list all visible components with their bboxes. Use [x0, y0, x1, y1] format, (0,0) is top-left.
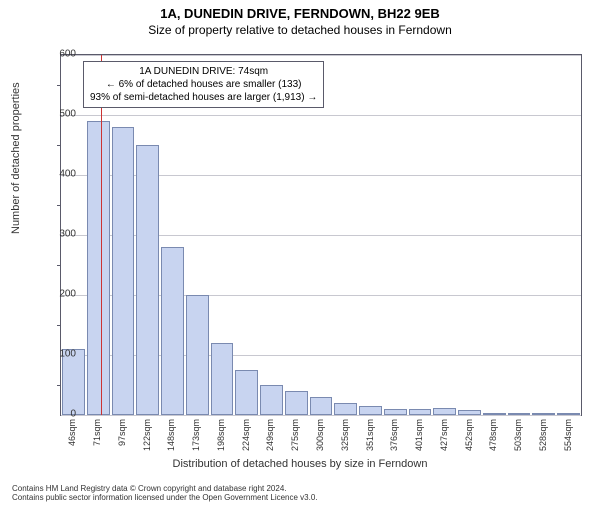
bar [260, 385, 283, 415]
annotation-box: 1A DUNEDIN DRIVE: 74sqm ← 6% of detached… [83, 61, 324, 108]
y-tick-label: 300 [46, 229, 76, 240]
x-tick-label: 325sqm [340, 419, 350, 451]
chart-title: 1A, DUNEDIN DRIVE, FERNDOWN, BH22 9EB [0, 6, 600, 21]
x-tick-label: 528sqm [538, 419, 548, 451]
bar [384, 409, 407, 415]
y-minor-tick [57, 385, 61, 386]
x-tick-label: 478sqm [488, 419, 498, 451]
bar [483, 413, 506, 415]
x-tick-label: 224sqm [241, 419, 251, 451]
x-tick-label: 173sqm [191, 419, 201, 451]
y-minor-tick [57, 85, 61, 86]
bar [433, 408, 456, 415]
bar [112, 127, 135, 415]
chart-container: 1A, DUNEDIN DRIVE, FERNDOWN, BH22 9EB Si… [0, 6, 600, 506]
y-tick-label: 400 [46, 169, 76, 180]
bar [136, 145, 159, 415]
plot-area: 1A DUNEDIN DRIVE: 74sqm ← 6% of detached… [60, 54, 582, 416]
bar [532, 413, 555, 415]
x-tick-label: 401sqm [414, 419, 424, 451]
x-tick-label: 122sqm [142, 419, 152, 451]
y-tick-label: 600 [46, 49, 76, 60]
footer-line-2: Contains public sector information licen… [12, 493, 318, 502]
y-minor-tick [57, 325, 61, 326]
y-minor-tick [57, 265, 61, 266]
bar [334, 403, 357, 415]
x-tick-label: 46sqm [67, 419, 77, 446]
bar [235, 370, 258, 415]
chart-subtitle: Size of property relative to detached ho… [0, 23, 600, 37]
footer-text: Contains HM Land Registry data © Crown c… [12, 484, 318, 502]
bar [359, 406, 382, 415]
x-tick-label: 300sqm [315, 419, 325, 451]
bar [409, 409, 432, 415]
y-tick-label: 500 [46, 109, 76, 120]
x-tick-label: 97sqm [117, 419, 127, 446]
x-tick-label: 503sqm [513, 419, 523, 451]
annotation-line-1: 1A DUNEDIN DRIVE: 74sqm [90, 65, 317, 78]
x-tick-label: 148sqm [166, 419, 176, 451]
annotation-line-3: 93% of semi-detached houses are larger (… [90, 91, 317, 104]
bar [186, 295, 209, 415]
gridline [61, 415, 581, 416]
x-axis-label: Distribution of detached houses by size … [0, 458, 600, 470]
bar [285, 391, 308, 415]
x-tick-label: 554sqm [563, 419, 573, 451]
x-tick-label: 427sqm [439, 419, 449, 451]
bar [161, 247, 184, 415]
y-minor-tick [57, 145, 61, 146]
footer-line-1: Contains HM Land Registry data © Crown c… [12, 484, 318, 493]
y-tick-label: 0 [46, 409, 76, 420]
x-tick-label: 71sqm [92, 419, 102, 446]
bar [557, 413, 580, 415]
x-tick-label: 452sqm [464, 419, 474, 451]
gridline [61, 55, 581, 56]
marker-line [101, 55, 102, 415]
x-tick-label: 198sqm [216, 419, 226, 451]
y-tick-label: 100 [46, 349, 76, 360]
y-axis-label: Number of detached properties [10, 82, 22, 234]
x-tick-label: 376sqm [389, 419, 399, 451]
y-tick-label: 200 [46, 289, 76, 300]
bar [87, 121, 110, 415]
x-tick-label: 275sqm [290, 419, 300, 451]
x-tick-label: 351sqm [365, 419, 375, 451]
bar [211, 343, 234, 415]
bar [458, 410, 481, 415]
gridline [61, 115, 581, 116]
bar [508, 413, 531, 415]
x-tick-label: 249sqm [265, 419, 275, 451]
annotation-line-2: ← 6% of detached houses are smaller (133… [90, 78, 317, 91]
y-minor-tick [57, 205, 61, 206]
bar [310, 397, 333, 415]
